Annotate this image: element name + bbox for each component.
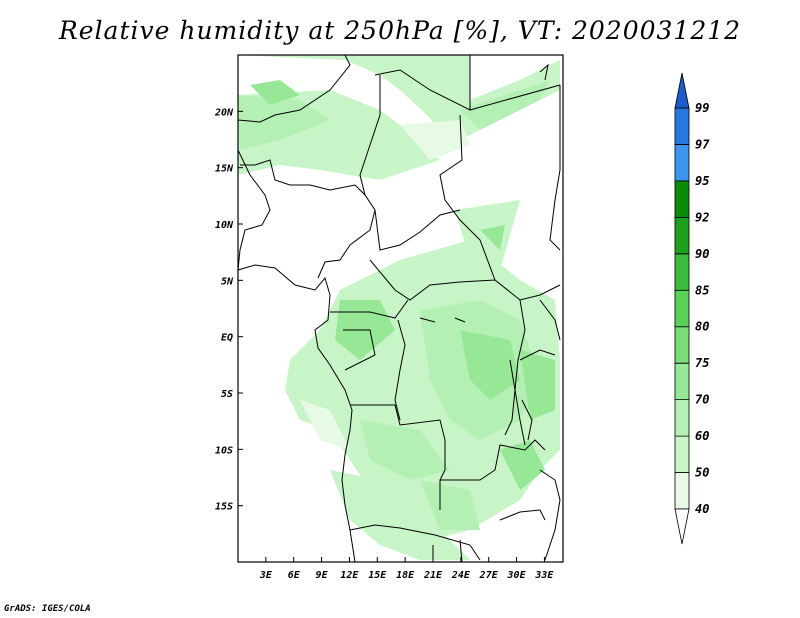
y-tick-label: EQ	[221, 333, 233, 344]
colorbar-segment	[674, 72, 690, 109]
colorbar-label: 90	[695, 247, 709, 261]
colorbar-segment	[674, 362, 690, 401]
colorbar-segment	[674, 216, 690, 255]
colorbar-label: 70	[695, 393, 709, 407]
x-tick-label: 27E	[479, 570, 499, 581]
x-tick-label: 12E	[340, 570, 359, 581]
colorbar-segment	[674, 289, 690, 328]
x-tick-label: 24E	[451, 570, 471, 581]
x-tick-label: 9E	[316, 570, 329, 581]
colorbar-label: 85	[695, 283, 709, 297]
x-tick-label: 21E	[423, 570, 443, 581]
colorbar-label: 40	[695, 502, 709, 516]
colorbar-segment	[674, 107, 690, 145]
colorbar-segment	[674, 144, 690, 182]
x-tick-label: 18E	[396, 570, 415, 581]
grads-credit: GrADS: IGES/COLA	[4, 604, 91, 614]
colorbar-label: 80	[695, 320, 709, 334]
x-axis-ticks: 3E 6E 9E 12E 15E 18E 21E 24E 27E 30E 33E	[259, 557, 554, 581]
colorbar-segment	[674, 435, 690, 473]
y-tick-label: 10S	[215, 445, 233, 456]
colorbar: 40 50 60 70 75 80 85 90 92 95 97 99	[674, 72, 710, 545]
colorbar-segment	[674, 253, 690, 291]
map-title: Relative humidity at 250hPa [%], VT: 202…	[58, 16, 742, 45]
x-tick-label: 15E	[368, 570, 387, 581]
x-tick-label: 30E	[507, 570, 527, 581]
country-borders	[237, 54, 561, 563]
colorbar-segment	[674, 180, 690, 218]
humidity-shading	[238, 55, 560, 560]
colorbar-label: 97	[695, 137, 710, 151]
colorbar-segment	[674, 472, 690, 510]
x-tick-label: 3E	[259, 570, 273, 581]
x-tick-label: 6E	[288, 570, 301, 581]
colorbar-label: 50	[695, 466, 709, 480]
colorbar-label: 60	[695, 429, 709, 443]
y-axis-ticks: 20N 15N 10N 5N EQ 5S 10S 15S	[214, 107, 243, 513]
colorbar-label: 75	[695, 356, 709, 370]
y-tick-label: 15S	[215, 502, 233, 513]
y-tick-label: 5N	[221, 276, 234, 287]
colorbar-segment	[674, 399, 690, 437]
colorbar-label: 95	[695, 174, 709, 188]
colorbar-label: 99	[695, 101, 709, 115]
y-tick-label: 15N	[215, 164, 234, 175]
y-tick-label: 20N	[214, 107, 234, 118]
map-frame	[237, 54, 564, 563]
colorbar-under-arrow	[674, 508, 690, 545]
colorbar-segment	[674, 326, 690, 364]
y-tick-label: 10N	[215, 220, 234, 231]
y-tick-label: 5S	[221, 389, 233, 400]
x-tick-label: 33E	[534, 570, 554, 581]
colorbar-label: 92	[695, 210, 709, 224]
